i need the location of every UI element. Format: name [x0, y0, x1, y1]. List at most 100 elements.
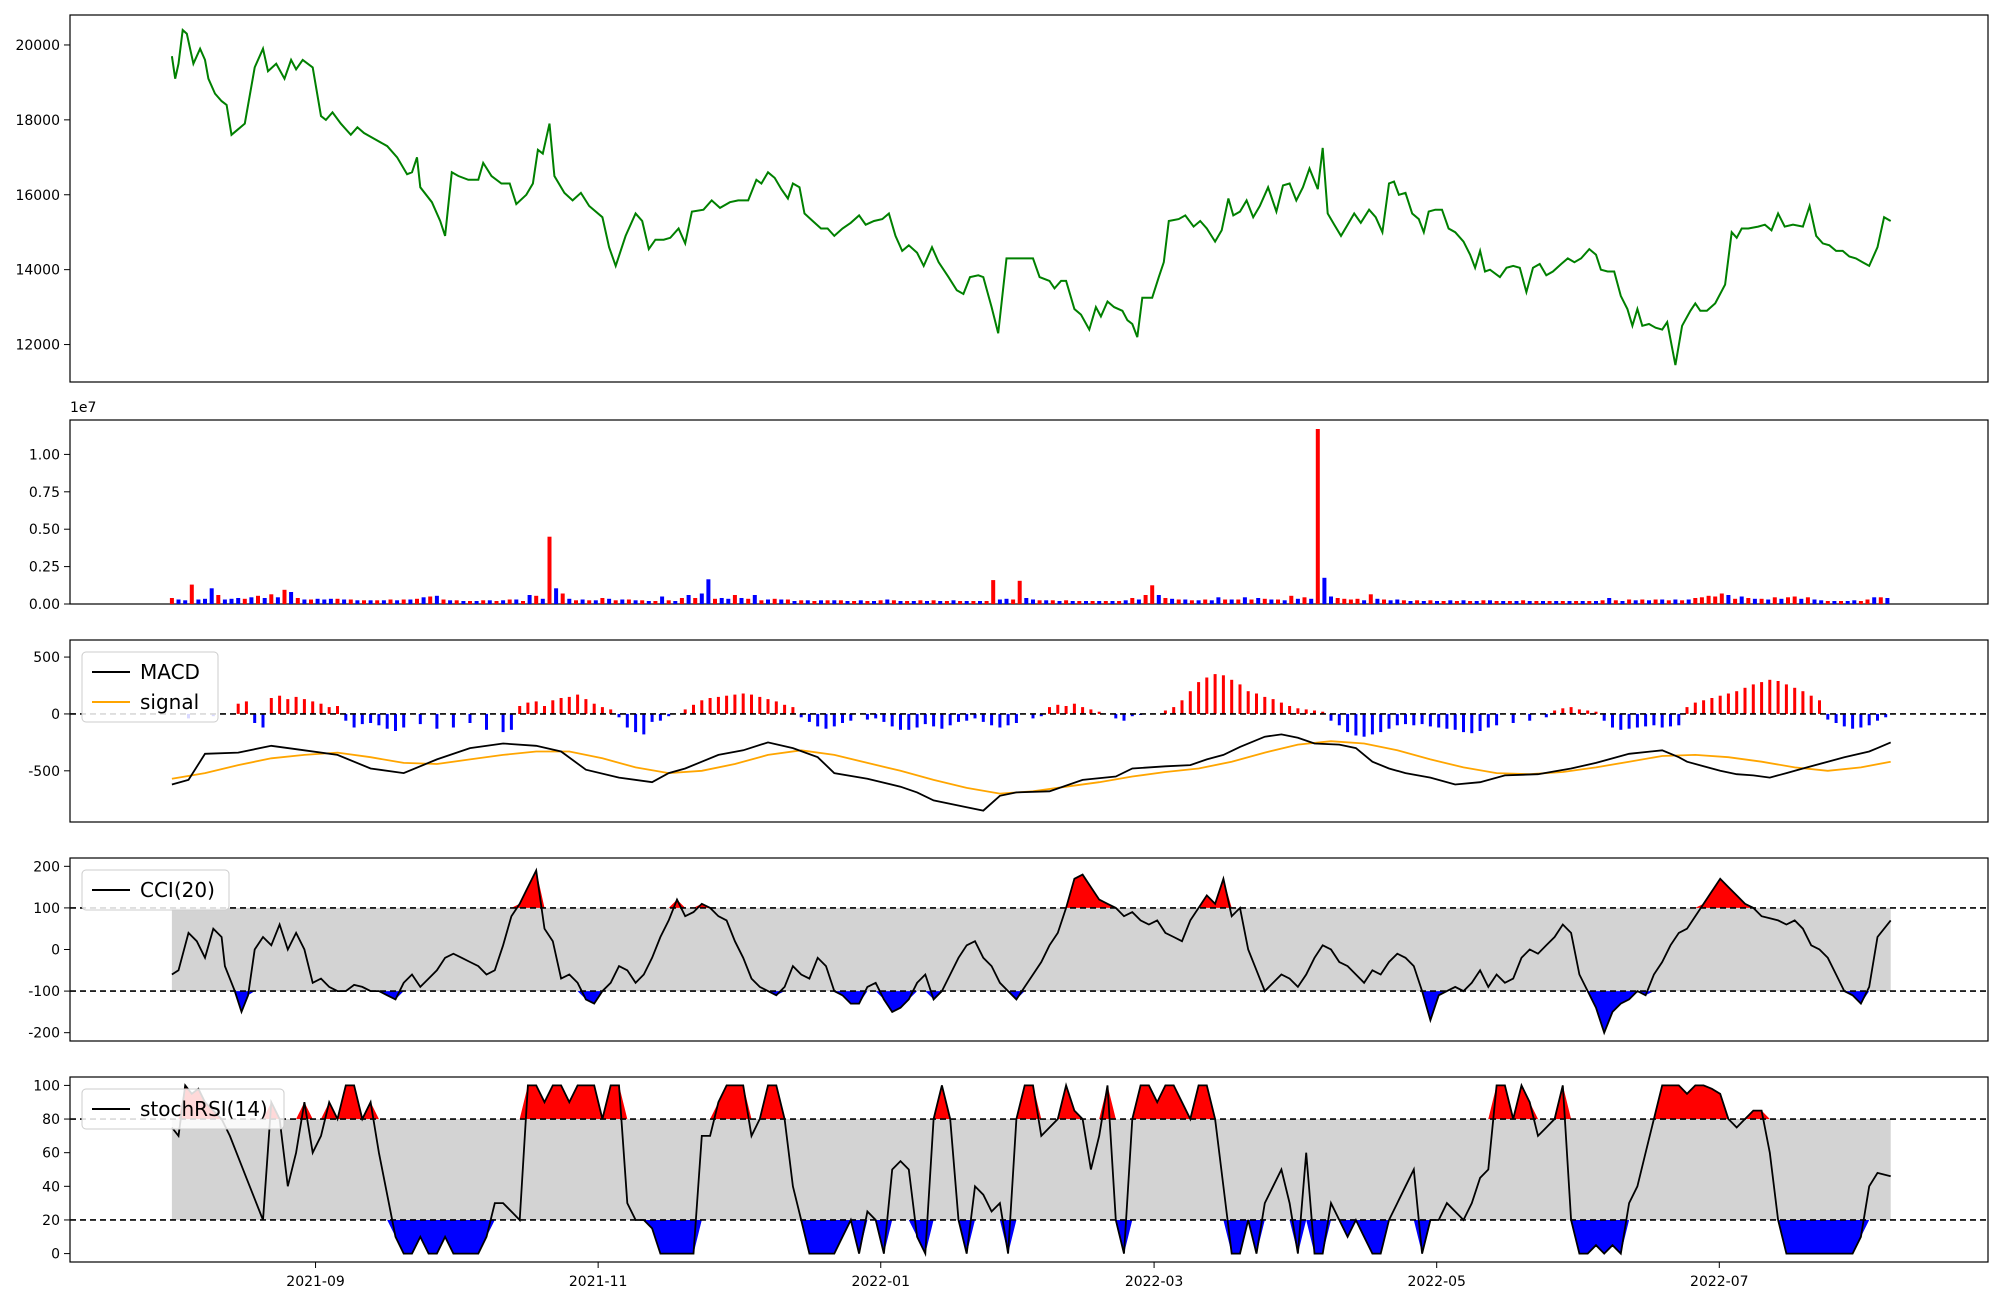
volume-bar — [739, 598, 744, 604]
volume-bar — [1150, 585, 1155, 604]
macd-histogram-bar — [1826, 713, 1830, 720]
volume-bar — [1858, 601, 1863, 604]
volume-bar — [1408, 601, 1413, 604]
macd-histogram-bar — [948, 713, 952, 726]
volume-bar — [653, 601, 658, 604]
cci-legend-label: CCI(20) — [140, 878, 215, 902]
volume-bar — [885, 599, 890, 604]
volume-bar — [1481, 600, 1486, 604]
volume-bar — [342, 599, 347, 604]
volume-bar — [1329, 596, 1333, 604]
volume-plot-frame — [69, 419, 1989, 605]
volume-bar — [832, 600, 837, 604]
volume-bar — [1527, 601, 1532, 604]
volume-bar — [468, 601, 472, 604]
volume-bar — [845, 601, 850, 604]
volume-bar — [1461, 600, 1466, 604]
volume-panel: 0.00 0.25 0.50 0.75 1.00 1e7 — [29, 400, 1989, 613]
stochrsi-panel: 0 20 40 60 80 100 stochRSI(14) — [33, 1076, 1989, 1263]
volume-bar — [1594, 601, 1598, 604]
volume-bar — [183, 600, 188, 604]
volume-bar — [1488, 600, 1492, 604]
macd-histogram-bar — [625, 713, 629, 728]
volume-bar — [1242, 597, 1247, 604]
macd-histogram-bar — [1081, 707, 1085, 714]
macd-plot-frame — [69, 639, 1989, 823]
volume-bar — [348, 599, 353, 604]
macd-histogram-bar — [1379, 713, 1383, 733]
volume-ytick-label: 0.75 — [29, 485, 60, 501]
macd-histogram-bar — [957, 713, 960, 722]
volume-bar — [593, 600, 598, 604]
volume-bar — [1256, 598, 1261, 604]
macd-histogram-bar — [1495, 713, 1499, 726]
macd-histogram-bar — [824, 713, 828, 729]
macd-histogram-bar — [1404, 713, 1407, 725]
volume-bar — [1229, 599, 1234, 604]
macd-histogram-bar — [518, 706, 522, 714]
volume-bar — [878, 600, 883, 604]
macd-histogram-bar — [1751, 684, 1755, 714]
macd-histogram-bar — [1288, 706, 1292, 714]
volume-bar — [1017, 580, 1022, 604]
macd-histogram-bar — [1859, 713, 1863, 728]
price-ytick-label: 20000 — [15, 38, 60, 54]
macd-histogram-bar — [791, 707, 795, 714]
macd-histogram-bar — [783, 704, 787, 714]
macd-histogram-bar — [700, 700, 704, 714]
macd-histogram-bar — [485, 713, 488, 730]
volume-bar — [1580, 601, 1585, 604]
macd-histogram-bar — [385, 713, 389, 729]
volume-bar — [1805, 597, 1810, 604]
macd-ytick-label: -500 — [28, 764, 60, 780]
volume-bar — [766, 599, 770, 604]
volume-bar — [944, 601, 949, 604]
macd-histogram-bar — [1669, 713, 1672, 727]
volume-bar — [1249, 599, 1254, 604]
volume-bar — [1733, 598, 1738, 604]
macd-histogram-bar — [609, 709, 613, 714]
volume-bar — [1839, 601, 1843, 604]
volume-bar — [448, 600, 453, 604]
volume-bar — [547, 536, 552, 604]
macd-histogram-bar — [1718, 695, 1722, 714]
macd-histogram-bar — [1197, 682, 1201, 714]
macd-legend-label: signal — [140, 690, 199, 714]
macd-histogram-bar — [1255, 693, 1258, 714]
volume-bar — [262, 598, 267, 604]
volume-bar — [918, 600, 923, 604]
macd-histogram-bar — [1031, 713, 1035, 719]
volume-bar — [242, 598, 247, 604]
macd-histogram-bar — [683, 709, 687, 714]
volume-ytick-label: 1.00 — [29, 447, 60, 463]
volume-bar — [249, 597, 254, 604]
volume-bar — [1362, 600, 1367, 604]
macd-histogram-bar — [1478, 713, 1482, 731]
volume-bar — [1395, 599, 1400, 604]
volume-bar — [1011, 599, 1016, 604]
volume-bar — [587, 600, 592, 604]
volume-bar — [302, 599, 307, 604]
macd-histogram-bar — [1652, 713, 1656, 726]
volume-bar — [1779, 598, 1784, 604]
volume-bar — [719, 598, 724, 604]
macd-histogram-bar — [1644, 713, 1648, 727]
volume-bar — [1620, 601, 1625, 604]
macd-histogram-bar — [1726, 693, 1730, 714]
macd-histogram-bar — [1577, 709, 1581, 714]
volume-bar — [872, 601, 876, 604]
macd-histogram-bar — [1180, 700, 1184, 714]
volume-bar — [938, 601, 943, 604]
macd-histogram-bar — [849, 713, 853, 721]
volume-bar — [819, 600, 823, 604]
macd-histogram-bar — [1743, 687, 1747, 714]
volume-bar — [216, 595, 221, 604]
volume-bar — [792, 601, 797, 604]
volume-bar — [1209, 600, 1214, 604]
macd-histogram-bar — [501, 713, 505, 733]
volume-bar — [169, 598, 174, 604]
macd-histogram-bar — [990, 713, 994, 726]
volume-bar — [1567, 601, 1572, 604]
volume-ytick-label: 0.00 — [29, 597, 60, 613]
